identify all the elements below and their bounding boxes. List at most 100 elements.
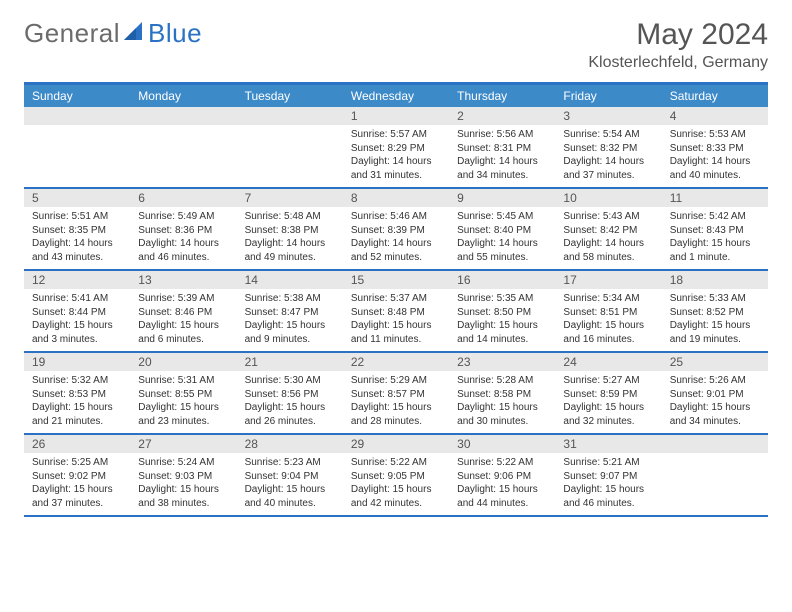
detail-line: Sunset: 8:56 PM bbox=[245, 388, 335, 402]
day-cell: 14Sunrise: 5:38 AMSunset: 8:47 PMDayligh… bbox=[237, 271, 343, 351]
day-detail: Sunrise: 5:21 AMSunset: 9:07 PMDaylight:… bbox=[555, 453, 661, 515]
detail-line: Sunset: 9:07 PM bbox=[563, 470, 653, 484]
detail-line: and 58 minutes. bbox=[563, 251, 653, 265]
detail-line: Sunset: 8:32 PM bbox=[563, 142, 653, 156]
detail-line: Sunrise: 5:32 AM bbox=[32, 374, 122, 388]
page-header: General Blue May 2024 Klosterlechfeld, G… bbox=[24, 18, 768, 72]
day-number: 23 bbox=[449, 353, 555, 371]
month-title: May 2024 bbox=[588, 18, 768, 52]
detail-line: Sunrise: 5:28 AM bbox=[457, 374, 547, 388]
day-cell: 27Sunrise: 5:24 AMSunset: 9:03 PMDayligh… bbox=[130, 435, 236, 515]
calendar-page: General Blue May 2024 Klosterlechfeld, G… bbox=[0, 0, 792, 527]
detail-line: Daylight: 15 hours bbox=[351, 483, 441, 497]
day-detail: Sunrise: 5:29 AMSunset: 8:57 PMDaylight:… bbox=[343, 371, 449, 433]
detail-line: Sunset: 8:51 PM bbox=[563, 306, 653, 320]
detail-line: Daylight: 15 hours bbox=[32, 483, 122, 497]
detail-line: Sunrise: 5:46 AM bbox=[351, 210, 441, 224]
week-row: 1Sunrise: 5:57 AMSunset: 8:29 PMDaylight… bbox=[24, 107, 768, 189]
detail-line: Sunset: 8:46 PM bbox=[138, 306, 228, 320]
day-detail: Sunrise: 5:37 AMSunset: 8:48 PMDaylight:… bbox=[343, 289, 449, 351]
day-cell: 13Sunrise: 5:39 AMSunset: 8:46 PMDayligh… bbox=[130, 271, 236, 351]
detail-line: Sunrise: 5:42 AM bbox=[670, 210, 760, 224]
day-cell: 21Sunrise: 5:30 AMSunset: 8:56 PMDayligh… bbox=[237, 353, 343, 433]
detail-line: Sunrise: 5:27 AM bbox=[563, 374, 653, 388]
detail-line: Sunrise: 5:49 AM bbox=[138, 210, 228, 224]
day-cell: 29Sunrise: 5:22 AMSunset: 9:05 PMDayligh… bbox=[343, 435, 449, 515]
day-detail: Sunrise: 5:22 AMSunset: 9:06 PMDaylight:… bbox=[449, 453, 555, 515]
detail-line: Daylight: 15 hours bbox=[670, 237, 760, 251]
detail-line: Daylight: 15 hours bbox=[563, 319, 653, 333]
detail-line: Daylight: 15 hours bbox=[245, 483, 335, 497]
day-cell: 16Sunrise: 5:35 AMSunset: 8:50 PMDayligh… bbox=[449, 271, 555, 351]
day-number bbox=[662, 435, 768, 453]
weekday-header: Friday bbox=[555, 85, 661, 107]
detail-line: Sunrise: 5:51 AM bbox=[32, 210, 122, 224]
day-cell: 3Sunrise: 5:54 AMSunset: 8:32 PMDaylight… bbox=[555, 107, 661, 187]
detail-line: Daylight: 15 hours bbox=[245, 401, 335, 415]
day-detail: Sunrise: 5:42 AMSunset: 8:43 PMDaylight:… bbox=[662, 207, 768, 269]
detail-line: Sunset: 9:02 PM bbox=[32, 470, 122, 484]
day-cell: 2Sunrise: 5:56 AMSunset: 8:31 PMDaylight… bbox=[449, 107, 555, 187]
detail-line: Daylight: 15 hours bbox=[138, 401, 228, 415]
day-detail: Sunrise: 5:30 AMSunset: 8:56 PMDaylight:… bbox=[237, 371, 343, 433]
detail-line: Sunset: 9:05 PM bbox=[351, 470, 441, 484]
day-cell: 6Sunrise: 5:49 AMSunset: 8:36 PMDaylight… bbox=[130, 189, 236, 269]
detail-line: and 26 minutes. bbox=[245, 415, 335, 429]
weekday-header: Monday bbox=[130, 85, 236, 107]
detail-line: and 1 minute. bbox=[670, 251, 760, 265]
logo: General Blue bbox=[24, 18, 202, 49]
detail-line: Daylight: 15 hours bbox=[32, 319, 122, 333]
detail-line: Daylight: 14 hours bbox=[563, 237, 653, 251]
day-detail: Sunrise: 5:48 AMSunset: 8:38 PMDaylight:… bbox=[237, 207, 343, 269]
day-cell bbox=[130, 107, 236, 187]
day-cell: 22Sunrise: 5:29 AMSunset: 8:57 PMDayligh… bbox=[343, 353, 449, 433]
detail-line: and 21 minutes. bbox=[32, 415, 122, 429]
day-number: 17 bbox=[555, 271, 661, 289]
day-cell: 15Sunrise: 5:37 AMSunset: 8:48 PMDayligh… bbox=[343, 271, 449, 351]
detail-line: Sunrise: 5:37 AM bbox=[351, 292, 441, 306]
detail-line: and 28 minutes. bbox=[351, 415, 441, 429]
detail-line: and 11 minutes. bbox=[351, 333, 441, 347]
detail-line: Sunset: 8:58 PM bbox=[457, 388, 547, 402]
detail-line: Sunrise: 5:43 AM bbox=[563, 210, 653, 224]
day-detail: Sunrise: 5:46 AMSunset: 8:39 PMDaylight:… bbox=[343, 207, 449, 269]
detail-line: Sunrise: 5:39 AM bbox=[138, 292, 228, 306]
detail-line: Sunset: 8:53 PM bbox=[32, 388, 122, 402]
day-detail: Sunrise: 5:53 AMSunset: 8:33 PMDaylight:… bbox=[662, 125, 768, 187]
detail-line: Daylight: 14 hours bbox=[351, 155, 441, 169]
day-number: 8 bbox=[343, 189, 449, 207]
detail-line: Sunrise: 5:33 AM bbox=[670, 292, 760, 306]
day-number: 20 bbox=[130, 353, 236, 371]
detail-line: and 44 minutes. bbox=[457, 497, 547, 511]
day-detail: Sunrise: 5:45 AMSunset: 8:40 PMDaylight:… bbox=[449, 207, 555, 269]
logo-sail-icon bbox=[124, 18, 146, 49]
day-detail: Sunrise: 5:32 AMSunset: 8:53 PMDaylight:… bbox=[24, 371, 130, 433]
day-number: 28 bbox=[237, 435, 343, 453]
detail-line: Sunrise: 5:38 AM bbox=[245, 292, 335, 306]
day-number: 6 bbox=[130, 189, 236, 207]
detail-line: Sunrise: 5:54 AM bbox=[563, 128, 653, 142]
detail-line: Sunset: 8:47 PM bbox=[245, 306, 335, 320]
detail-line: Daylight: 15 hours bbox=[351, 401, 441, 415]
day-number: 12 bbox=[24, 271, 130, 289]
day-cell: 4Sunrise: 5:53 AMSunset: 8:33 PMDaylight… bbox=[662, 107, 768, 187]
detail-line: Sunrise: 5:29 AM bbox=[351, 374, 441, 388]
detail-line: Sunrise: 5:57 AM bbox=[351, 128, 441, 142]
day-cell: 24Sunrise: 5:27 AMSunset: 8:59 PMDayligh… bbox=[555, 353, 661, 433]
detail-line: and 52 minutes. bbox=[351, 251, 441, 265]
day-cell bbox=[24, 107, 130, 187]
day-number: 31 bbox=[555, 435, 661, 453]
detail-line: Daylight: 15 hours bbox=[457, 319, 547, 333]
detail-line: Sunrise: 5:21 AM bbox=[563, 456, 653, 470]
day-cell: 23Sunrise: 5:28 AMSunset: 8:58 PMDayligh… bbox=[449, 353, 555, 433]
day-detail: Sunrise: 5:35 AMSunset: 8:50 PMDaylight:… bbox=[449, 289, 555, 351]
detail-line: Daylight: 15 hours bbox=[670, 319, 760, 333]
weekday-header: Thursday bbox=[449, 85, 555, 107]
detail-line: Sunset: 8:57 PM bbox=[351, 388, 441, 402]
day-detail: Sunrise: 5:31 AMSunset: 8:55 PMDaylight:… bbox=[130, 371, 236, 433]
detail-line: Daylight: 15 hours bbox=[563, 401, 653, 415]
day-cell bbox=[662, 435, 768, 515]
day-detail: Sunrise: 5:56 AMSunset: 8:31 PMDaylight:… bbox=[449, 125, 555, 187]
day-cell: 28Sunrise: 5:23 AMSunset: 9:04 PMDayligh… bbox=[237, 435, 343, 515]
day-cell: 8Sunrise: 5:46 AMSunset: 8:39 PMDaylight… bbox=[343, 189, 449, 269]
